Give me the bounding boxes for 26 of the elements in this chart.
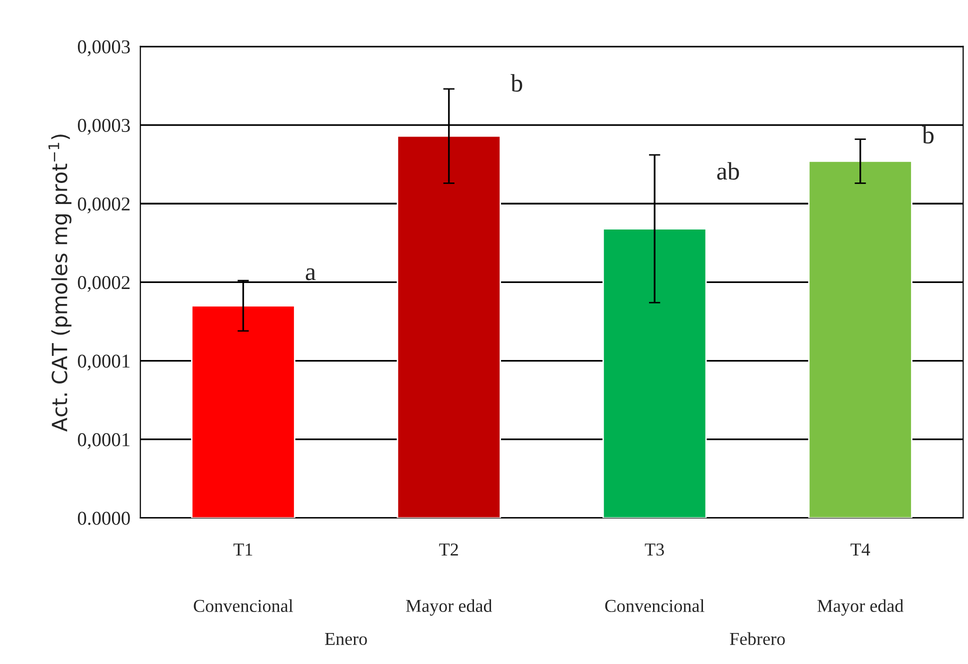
x-tick-label: T4 (850, 544, 870, 556)
y-axis-title: Act. CAT (pmoles mg prot$^{−1}$) (48, 134, 72, 432)
text: Mayor edad (817, 599, 904, 616)
x-tick-label: T1 (234, 544, 252, 556)
bar (602, 228, 707, 518)
y-tick-label: 0,0002 (78, 197, 130, 214)
y-tick-label: 0,0001 (78, 354, 130, 371)
annotation: b (510, 74, 522, 92)
y-tick-label: 0,0002 (78, 276, 130, 292)
bar (396, 135, 502, 518)
text: Convencional (194, 599, 293, 612)
bar (808, 160, 912, 518)
text: Mayor edad (406, 599, 492, 616)
bar (191, 305, 296, 518)
text: Enero (325, 633, 367, 646)
text: Convencional (605, 599, 704, 612)
x-tick-label: T2 (439, 543, 458, 556)
y-tick-label: 0,0003 (78, 40, 130, 56)
x-tick-label: T3 (644, 543, 664, 556)
y-tick-label: 0.0000 (78, 512, 130, 525)
annotation: b (922, 126, 934, 144)
annotation: ab (717, 162, 739, 180)
y-tick-label: 0,0003 (78, 118, 130, 135)
annotation: a (306, 268, 316, 280)
text: Febrero (730, 632, 785, 646)
y-tick-label: 0,0001 (78, 433, 130, 450)
